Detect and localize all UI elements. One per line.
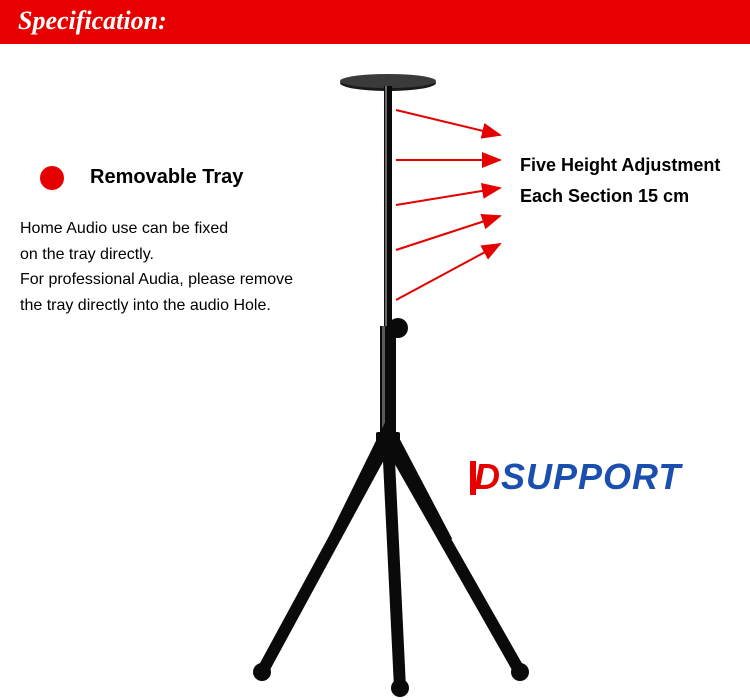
callout-arrow <box>396 216 500 250</box>
tripod-foot <box>253 663 271 681</box>
pole-highlight <box>385 86 387 326</box>
pole-lower-hl <box>382 326 385 436</box>
callout-arrow <box>396 244 500 300</box>
tripod-brace <box>330 422 388 540</box>
callout-arrow <box>396 110 500 135</box>
tripod-leg <box>388 440 520 672</box>
tripod-foot <box>391 679 409 697</box>
tripod-tray-top <box>340 74 436 88</box>
diagram-svg <box>0 0 750 700</box>
callout-arrow <box>396 188 500 205</box>
tripod-leg <box>262 440 388 672</box>
tripod-foot <box>511 663 529 681</box>
